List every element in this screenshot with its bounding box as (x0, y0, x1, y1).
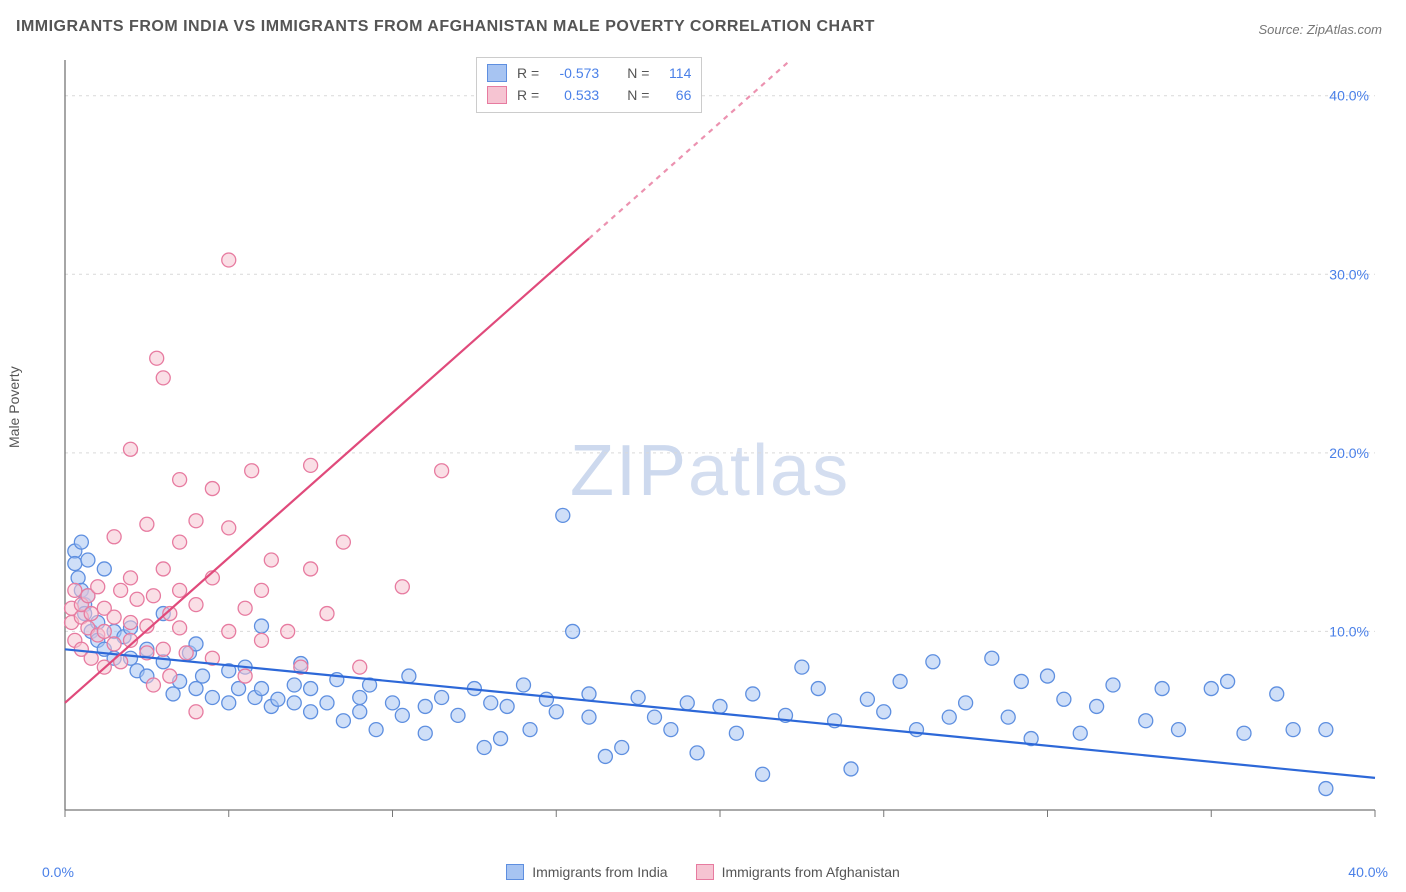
x-tick-min: 0.0% (42, 864, 74, 880)
legend-swatch (487, 86, 507, 104)
n-label: N = (627, 84, 649, 106)
svg-text:20.0%: 20.0% (1329, 445, 1369, 461)
svg-text:40.0%: 40.0% (1329, 88, 1369, 104)
stats-row: R = 0.533 N = 66 (487, 84, 691, 106)
x-axis-legend: Immigrants from India Immigrants from Afg… (0, 864, 1406, 880)
legend-item: Immigrants from Afghanistan (696, 864, 900, 880)
svg-text:30.0%: 30.0% (1329, 266, 1369, 282)
scatter-chart: 10.0% 20.0% 30.0% 40.0% (55, 50, 1390, 835)
legend-swatch (487, 64, 507, 82)
x-tick-max: 40.0% (1348, 864, 1388, 880)
legend-swatch (696, 864, 714, 880)
legend-item: Immigrants from India (506, 864, 667, 880)
legend-label: Immigrants from India (532, 864, 667, 880)
y-axis-label: Male Poverty (6, 366, 22, 448)
chart-title: IMMIGRANTS FROM INDIA VS IMMIGRANTS FROM… (16, 18, 875, 36)
correlation-stats-box: R = -0.573 N = 114 R = 0.533 N = 66 (476, 57, 702, 113)
r-value: -0.573 (549, 62, 599, 84)
n-value: 66 (659, 84, 691, 106)
legend-swatch (506, 864, 524, 880)
r-label: R = (517, 84, 539, 106)
svg-text:10.0%: 10.0% (1329, 623, 1369, 639)
r-value: 0.533 (549, 84, 599, 106)
legend-label: Immigrants from Afghanistan (722, 864, 900, 880)
n-value: 114 (659, 62, 691, 84)
r-label: R = (517, 62, 539, 84)
chart-plot-area: 10.0% 20.0% 30.0% 40.0% (55, 50, 1390, 835)
source-text: Source: ZipAtlas.com (1258, 22, 1382, 37)
n-label: N = (627, 62, 649, 84)
stats-row: R = -0.573 N = 114 (487, 62, 691, 84)
